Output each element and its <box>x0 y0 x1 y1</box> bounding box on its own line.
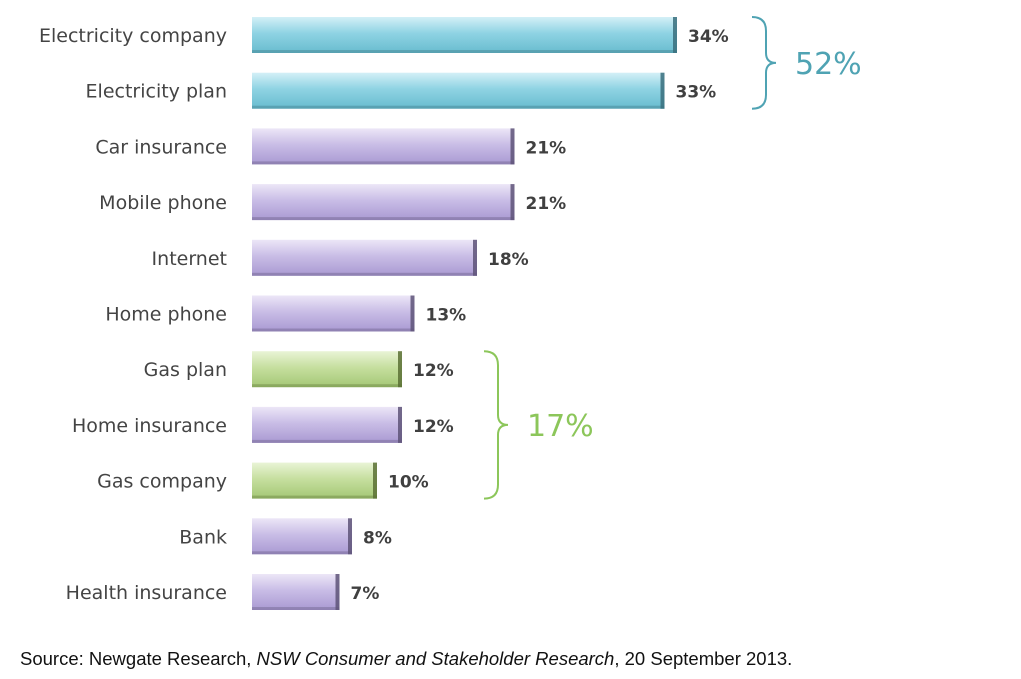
bar-shadow-1 <box>252 105 665 109</box>
category-label-0: Electricity company <box>39 25 227 47</box>
bar-edge-10 <box>335 574 340 610</box>
value-label-5: 13% <box>426 306 467 326</box>
category-label-6: Gas plan <box>144 359 227 381</box>
bar-chart: Electricity company Electricity plan Car i… <box>39 16 862 610</box>
value-label-8: 10% <box>388 473 429 493</box>
bar-shadow-5 <box>252 328 415 332</box>
category-label-8: Gas company <box>97 471 227 493</box>
bar-5 <box>252 295 415 332</box>
value-label-7: 12% <box>413 417 454 437</box>
bar-4 <box>252 239 477 276</box>
category-label-9: Bank <box>179 526 227 548</box>
bar-shadow-9 <box>252 551 352 555</box>
bar-edge-1 <box>660 72 665 109</box>
bar-8 <box>252 462 377 499</box>
value-label-0: 34% <box>688 27 729 47</box>
bar-edge-8 <box>373 462 377 499</box>
bar-shadow-4 <box>252 272 477 276</box>
bar-0 <box>252 17 677 53</box>
bar-edge-5 <box>410 295 415 332</box>
bar-shadow-10 <box>252 607 340 610</box>
value-label-10: 7% <box>351 584 380 604</box>
annotation-label-0: 52% <box>795 47 862 82</box>
value-label-9: 8% <box>363 528 392 548</box>
bar-1 <box>252 72 665 109</box>
category-label-1: Electricity plan <box>86 81 227 103</box>
value-label-4: 18% <box>488 250 529 270</box>
source-title: NSW Consumer and Stakeholder Research <box>256 648 615 669</box>
bar-shadow-6 <box>252 384 402 388</box>
bar-edge-7 <box>398 406 402 443</box>
bar-edge-2 <box>510 128 515 165</box>
bar-2 <box>252 128 515 165</box>
bar-7 <box>252 406 402 443</box>
source-note: Source: Newgate Research, NSW Consumer a… <box>20 648 792 670</box>
bar-3 <box>252 184 515 221</box>
bar-edge-9 <box>348 518 352 555</box>
bar-shadow-7 <box>252 439 402 443</box>
bar-edge-6 <box>398 351 402 388</box>
category-label-2: Car insurance <box>95 136 227 158</box>
source-suffix: , 20 September 2013. <box>614 648 793 669</box>
bar-edge-3 <box>510 184 515 221</box>
annotation-label-1: 17% <box>527 409 594 444</box>
category-label-3: Mobile phone <box>99 192 227 214</box>
source-prefix: Source: Newgate Research, <box>20 648 257 669</box>
bar-shadow-2 <box>252 161 515 165</box>
bar-shadow-0 <box>252 50 677 53</box>
category-label-10: Health insurance <box>66 582 227 604</box>
annotation-brace-1 <box>483 350 509 500</box>
bar-shadow-8 <box>252 495 377 499</box>
value-label-3: 21% <box>526 194 567 214</box>
bar-6 <box>252 351 402 388</box>
value-label-2: 21% <box>526 138 567 158</box>
annotation-brace-0 <box>751 16 777 110</box>
bar-9 <box>252 518 352 555</box>
bar-edge-4 <box>473 239 477 276</box>
category-label-5: Home phone <box>105 304 227 326</box>
bar-edge-0 <box>673 17 677 53</box>
bar-shadow-3 <box>252 217 515 221</box>
category-label-7: Home insurance <box>72 415 227 437</box>
value-label-6: 12% <box>413 361 454 381</box>
value-label-1: 33% <box>676 83 717 103</box>
bar-10 <box>252 574 340 610</box>
category-label-4: Internet <box>152 248 227 270</box>
